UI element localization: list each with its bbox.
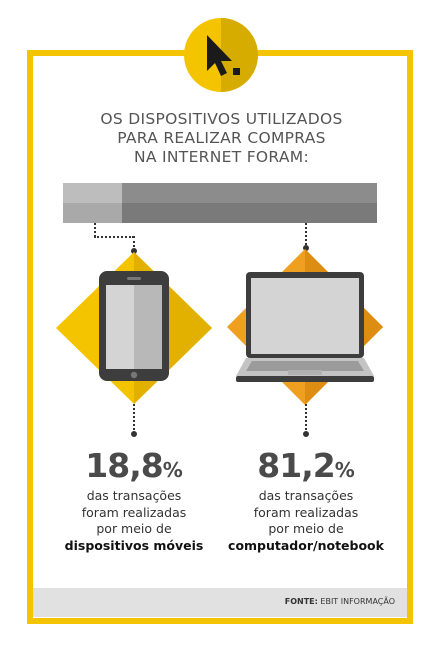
title-line-3: NA INTERNET FORAM: [134, 148, 309, 166]
notebook-stat-connector [305, 404, 307, 434]
mobile-connector-across [94, 236, 134, 238]
cursor-badge [184, 18, 258, 92]
mobile-desc-line-1: das transações [86, 488, 182, 503]
mobile-connector-drop [133, 236, 135, 251]
bar-notebook-bottom [122, 203, 377, 223]
mobile-percent-unit: % [162, 458, 183, 482]
mobile-connector-dot [131, 248, 137, 254]
title-line-2: PARA REALIZAR COMPRAS [117, 129, 326, 147]
bar-notebook-top [122, 183, 377, 203]
notebook-desc-line-3: por meio de [268, 521, 344, 536]
mobile-desc-line-2: foram realizadas [81, 504, 187, 520]
notebook-percent: 81,2% [206, 446, 406, 492]
bar-mobile-bottom [63, 203, 122, 223]
notebook-desc-line-2: foram realizadas [253, 504, 359, 520]
bar-mobile-top [63, 183, 122, 203]
mobile-connector-down [94, 223, 96, 237]
notebook-connector-dot [303, 245, 309, 251]
notebook-connector [305, 223, 307, 249]
mobile-description: das transações foram realizadas por meio… [34, 488, 234, 554]
notebook-desc-line-1: das transações [258, 488, 354, 503]
cursor-icon [207, 35, 232, 76]
mobile-desc-line-3: por meio de [96, 521, 172, 536]
source-label: FONTE: [284, 597, 318, 606]
device-split-bar [63, 183, 377, 223]
notebook-percent-value: 81,2 [257, 446, 335, 485]
notebook-stat-dot [303, 431, 309, 437]
notebook-device-graphic [227, 249, 383, 405]
mobile-percent: 18,8% [34, 446, 234, 492]
notebook-percent-unit: % [334, 458, 355, 482]
mobile-percent-value: 18,8 [85, 446, 163, 485]
mobile-device-graphic [56, 252, 212, 404]
title-line-1: OS DISPOSITIVOS UTILIZADOS [100, 110, 343, 128]
mobile-stat-dot [131, 431, 137, 437]
notebook-desc-emphasis: computador/notebook [228, 537, 384, 553]
infographic-title: OS DISPOSITIVOS UTILIZADOS PARA REALIZAR… [0, 110, 443, 167]
source-footer: FONTE: EBIT INFORMAÇÃO [33, 588, 407, 617]
laptop-icon [236, 272, 374, 382]
mobile-desc-emphasis: dispositivos móveis [64, 537, 204, 553]
source-text: EBIT INFORMAÇÃO [320, 597, 395, 606]
notebook-description: das transações foram realizadas por meio… [206, 488, 406, 554]
mobile-stat-connector [133, 404, 135, 434]
tablet-icon [99, 271, 169, 381]
source-credit: FONTE: EBIT INFORMAÇÃO [285, 597, 395, 606]
